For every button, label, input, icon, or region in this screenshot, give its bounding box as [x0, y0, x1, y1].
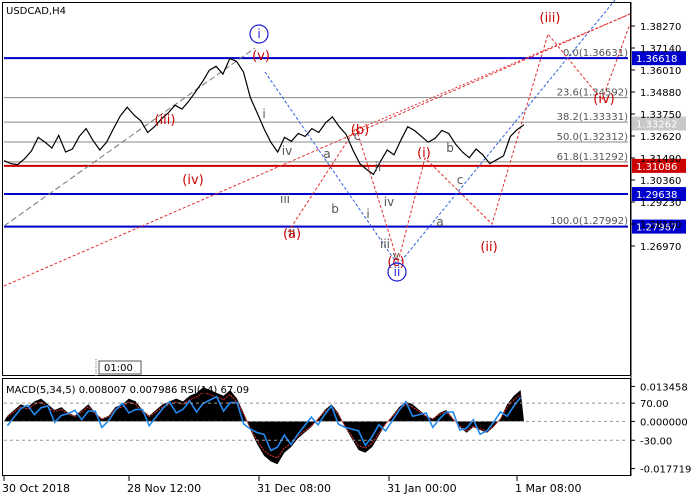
price-tick-label: 1.26970: [640, 242, 681, 253]
wave-label: v: [392, 249, 399, 263]
wave-label: c: [457, 173, 464, 187]
macd-signal-line: [7, 391, 521, 459]
wave-label: (b): [351, 123, 369, 138]
wave-label: (a): [283, 227, 301, 242]
wave-label: (i): [417, 146, 431, 161]
rsi-line: [6, 395, 522, 452]
fib-level-label: 0.0(1.36631): [563, 48, 628, 59]
wave-label: i: [262, 107, 265, 121]
level-lines: 0.0(1.36631) 23.6(1.34592) 38.2(1.33331) 50…: [4, 48, 686, 234]
price-tick-label: 1.32620: [640, 132, 681, 143]
key-level-tag: [632, 51, 686, 66]
price-tick-label: 1.36010: [640, 66, 681, 77]
key-level-tag: [632, 187, 686, 202]
fib-level-label: 23.6(1.34592): [557, 88, 629, 99]
indicator-tick-label: -30.00: [640, 436, 672, 447]
key-level-tag: [632, 158, 686, 173]
wave-label: (ii): [480, 240, 497, 255]
wave-label: ii: [289, 225, 296, 239]
time-tick-label: 30 Oct 2018: [2, 482, 70, 495]
wave-label: b: [331, 202, 339, 216]
wave-label: ii: [375, 160, 382, 174]
indicator-tick-label: 70.00: [640, 399, 669, 410]
indicator-series: [4, 387, 628, 465]
price-tick-label: 1.34880: [640, 88, 681, 99]
wave-label: iii: [280, 192, 290, 206]
trend-line-blue-down: [264, 71, 399, 266]
indicator-axis: 0.013458 70.00 0.000000 -30.00 -0.017719: [631, 382, 691, 476]
wave-label: c: [354, 129, 361, 143]
current-price-tag: [632, 116, 686, 131]
fib-level-label: 61.8(1.31292): [557, 152, 629, 163]
price-tick-label: 1.31490: [640, 154, 681, 165]
indicator-tick-label: 0.000000: [640, 417, 688, 428]
wave-label: i: [257, 27, 260, 41]
time-axis: 30 Oct 2018 28 Nov 12:00 31 Dec 08:00 31 Ja…: [2, 476, 581, 495]
channel-line-red-lower: [3, 13, 631, 287]
wave-circle: [387, 262, 407, 282]
trend-line-blue-up: [397, 0, 616, 266]
indicator-tick-label: -0.017719: [640, 465, 691, 476]
wave-label: (iii): [540, 11, 561, 26]
channel-line-red-upper: [355, 13, 631, 131]
wave-label: (v): [252, 49, 270, 64]
fib-level-label: 100.0(1.27992): [550, 216, 628, 227]
wave-label: (iv): [593, 92, 614, 107]
time-marker-box: [98, 360, 142, 375]
price-line: [3, 57, 525, 176]
current-price-label: 1.33262: [636, 120, 677, 131]
price-tick-label: 1.33750: [640, 110, 681, 121]
price-tick-label: 1.38270: [640, 22, 681, 33]
macd-rsi-label: MACD(5,34,5) 0.008007 0.007986 RSI(14) 6…: [6, 385, 249, 396]
wave-label: (iii): [155, 113, 176, 128]
wave-label: iv: [384, 195, 394, 209]
wave-label: (iv): [182, 173, 203, 188]
wave-label: ii: [394, 265, 401, 279]
trend-lines: [3, 0, 631, 287]
price-axis: 1.38270 1.37140 1.36010 1.34880 1.33750 1.326…: [631, 22, 681, 253]
indicator-tick-label: 0.013458: [640, 382, 688, 393]
key-level-label: 1.29638: [636, 190, 677, 201]
price-tick-label: 1.28100: [640, 220, 681, 231]
wave-label: iii: [380, 237, 390, 251]
symbol-title: USDCAD,H4: [6, 6, 66, 17]
wave-label: a: [436, 215, 443, 229]
wave-label: a: [323, 147, 330, 161]
wave-path-red: [287, 23, 631, 264]
key-level-label: 1.27967: [636, 223, 677, 234]
price-tick-label: 1.37140: [640, 44, 681, 55]
wave-label: i: [366, 207, 369, 221]
wave-label: b: [446, 141, 454, 155]
fib-level-label: 50.0(1.32312): [557, 132, 629, 143]
price-tick-label: 1.30360: [640, 176, 681, 187]
wave-labels: i(v)(iii)(iv)iiviiiii(a)acb(b)iiiiviiiv(…: [155, 11, 615, 282]
key-level-label: 1.36618: [636, 54, 677, 65]
key-level-label: 1.31086: [636, 162, 677, 173]
wave-label: iv: [282, 144, 292, 158]
time-tick-label: 28 Nov 12:00: [127, 482, 201, 495]
time-tick-label: 1 Mar 08:00: [515, 482, 581, 495]
time-marker-label: 01:00: [104, 363, 133, 374]
time-tick-label: 31 Jan 00:00: [387, 482, 457, 495]
channel-line-gray: [3, 47, 256, 227]
wave-circle: [249, 24, 269, 44]
time-tick-label: 31 Dec 08:00: [257, 482, 331, 495]
macd-histogram: [4, 387, 524, 465]
fib-level-label: 38.2(1.33331): [557, 112, 629, 123]
price-tick-label: 1.29230: [640, 198, 681, 209]
price-series: [3, 57, 525, 176]
key-level-tag: [632, 219, 686, 234]
